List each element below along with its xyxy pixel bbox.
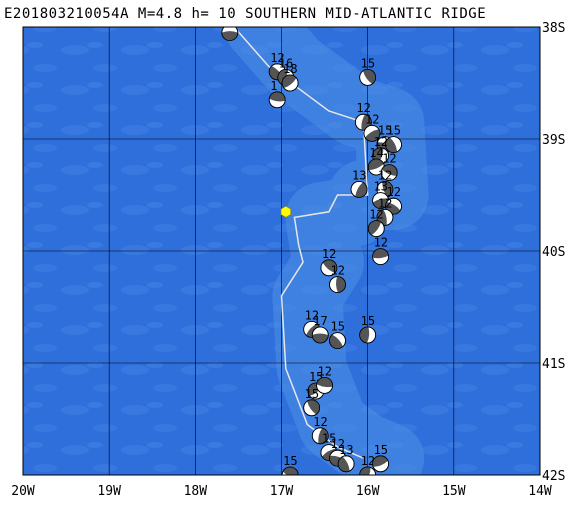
mechanism-label: 12 bbox=[331, 264, 345, 278]
map-frame bbox=[22, 26, 541, 476]
focal-mechanism: 15 bbox=[359, 56, 377, 86]
latitude-tick-label: 39S bbox=[542, 133, 565, 148]
latitude-tick-label: 41S bbox=[542, 357, 565, 372]
focal-mechanism: 13 bbox=[372, 180, 389, 210]
latitude-tick-label: 40S bbox=[542, 245, 565, 260]
focal-mechanism: 12 bbox=[380, 152, 398, 182]
focal-mechanisms: 1121618115121215151214121213131212121212… bbox=[221, 27, 402, 475]
mechanism-label: 1 bbox=[270, 79, 277, 93]
longitude-tick-label: 17W bbox=[270, 484, 294, 499]
mechanism-label: 12 bbox=[374, 135, 388, 149]
mechanism-label: 13 bbox=[352, 168, 366, 182]
longitude-tick-label: 19W bbox=[97, 484, 121, 499]
map-title: E201803210054A M=4.8 h= 10 SOUTHERN MID-… bbox=[4, 6, 487, 22]
focal-mechanism: 12 bbox=[372, 135, 389, 165]
mechanism-label: 15 bbox=[361, 314, 375, 328]
latitude-tick-label: 42S bbox=[542, 469, 565, 484]
mechanism-label: 18 bbox=[283, 62, 297, 76]
focal-mechanism: 12 bbox=[376, 168, 394, 198]
mechanism-label: 12 bbox=[378, 196, 392, 210]
focal-mechanism: 14 bbox=[367, 146, 385, 176]
focal-mechanism: 12 bbox=[311, 415, 329, 445]
focal-mechanism: 18 bbox=[281, 62, 299, 92]
mechanism-label: 12 bbox=[313, 415, 327, 429]
mechanism-label: 15 bbox=[361, 56, 375, 70]
mechanism-label: 12 bbox=[322, 247, 336, 261]
mechanism-label: 12 bbox=[374, 236, 388, 250]
focal-mechanism: 15 bbox=[329, 320, 346, 350]
mechanism-label: 15 bbox=[374, 443, 388, 457]
focal-mechanism: 12 bbox=[329, 264, 346, 294]
longitude-tick-label: 18W bbox=[184, 484, 208, 499]
focal-mechanism: 13 bbox=[337, 443, 355, 473]
mechanism-label: 15 bbox=[283, 454, 297, 468]
focal-mechanism: 12 bbox=[316, 364, 333, 394]
mechanism-label: 17 bbox=[313, 314, 327, 328]
mechanism-label: 15 bbox=[322, 432, 336, 446]
longitude-tick-label: 16W bbox=[356, 484, 380, 499]
ridge-line bbox=[233, 27, 369, 459]
focal-mechanism: 1 bbox=[268, 79, 286, 109]
latitude-tick-label: 38S bbox=[542, 21, 565, 36]
mechanism-label: 15 bbox=[387, 124, 401, 138]
focal-mechanism: 17 bbox=[311, 314, 329, 344]
focal-mechanism: 15 bbox=[359, 314, 377, 344]
longitude-tick-label: 15W bbox=[442, 484, 466, 499]
mechanism-label: 12 bbox=[356, 101, 370, 115]
focal-mechanism: 12 bbox=[372, 236, 389, 266]
longitude-tick-label: 14W bbox=[528, 484, 552, 499]
focal-mechanism: 15 bbox=[385, 124, 402, 154]
focal-mechanism: 15 bbox=[281, 454, 299, 475]
latitude-labels: 38S 39S 40S 41S 42S bbox=[542, 21, 565, 484]
mechanism-label: 13 bbox=[374, 180, 388, 194]
focal-mechanism: 12 bbox=[385, 185, 402, 215]
grid-lines bbox=[23, 27, 540, 475]
longitude-tick-label: 20W bbox=[11, 484, 35, 499]
mechanism-label: 12 bbox=[365, 112, 379, 126]
longitude-labels: 20W 19W 18W 17W 16W 15W 14W bbox=[11, 484, 552, 499]
focal-mechanism: 12 bbox=[363, 112, 381, 142]
focal-mechanism: 1 bbox=[221, 27, 239, 41]
focal-mechanism: 13 bbox=[350, 168, 368, 198]
mechanism-label: 15 bbox=[305, 387, 319, 401]
mechanism-label: 12 bbox=[270, 51, 284, 65]
focal-mechanism: 12 bbox=[320, 247, 338, 277]
mechanism-label: 15 bbox=[378, 124, 392, 138]
epicenter-hexagon-icon bbox=[280, 205, 291, 218]
mechanism-label: 14 bbox=[369, 146, 383, 160]
focal-mechanism: 15 bbox=[303, 387, 321, 417]
mechanism-label: 16 bbox=[279, 56, 293, 70]
focal-mechanism: 15 bbox=[372, 443, 389, 473]
mechanism-label: 12 bbox=[305, 308, 319, 322]
mechanism-label: 12 bbox=[318, 364, 332, 378]
mechanism-label: 12 bbox=[361, 454, 375, 468]
mechanism-label: 12 bbox=[378, 168, 392, 182]
mechanism-label: 12 bbox=[331, 437, 345, 451]
mechanism-label: 12 bbox=[382, 152, 396, 166]
focal-mechanism: 12 bbox=[367, 208, 385, 238]
mechanism-label: 15 bbox=[331, 320, 345, 334]
map-area: 1121618115121215151214121213131212121212… bbox=[23, 27, 540, 475]
mechanism-label: 12 bbox=[369, 208, 383, 222]
mechanism-label: 12 bbox=[387, 185, 401, 199]
focal-mechanism: 12 bbox=[359, 454, 377, 475]
focal-mechanism: 12 bbox=[303, 308, 321, 338]
mechanism-label: 13 bbox=[339, 443, 353, 457]
